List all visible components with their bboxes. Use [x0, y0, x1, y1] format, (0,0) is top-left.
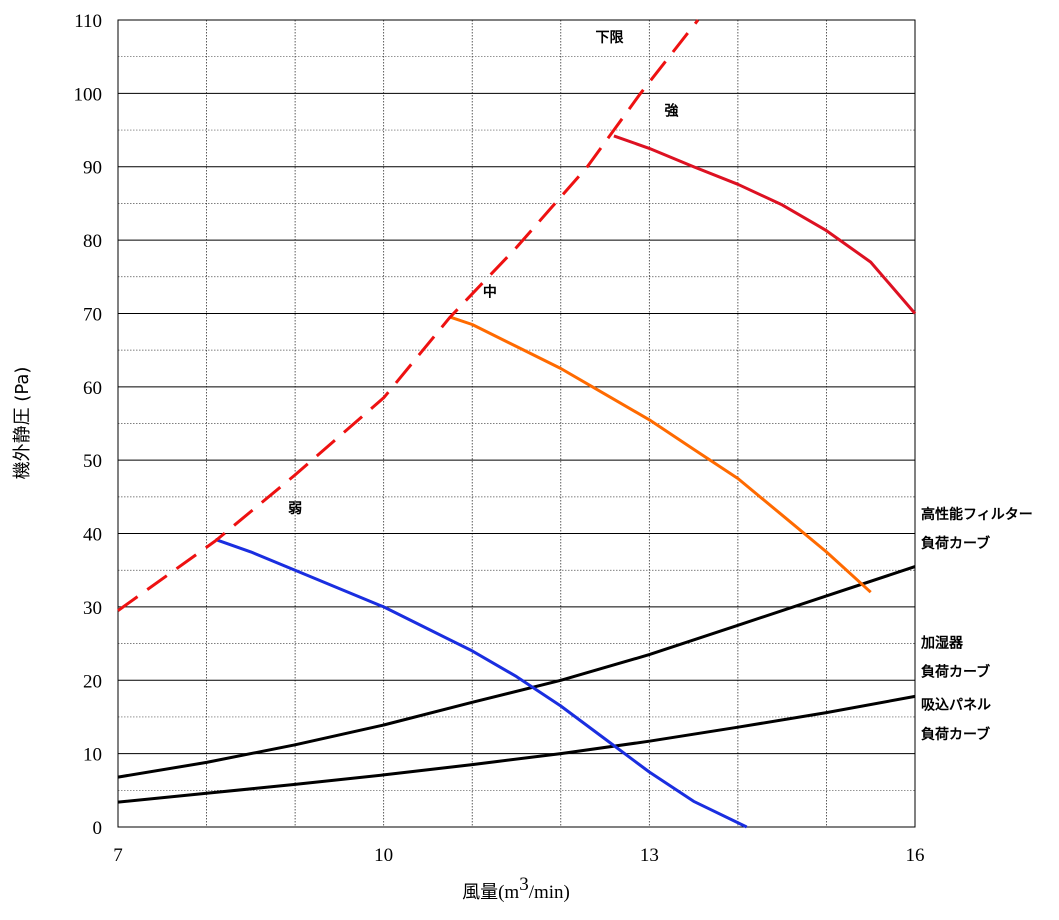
series-line-filter — [117, 565, 916, 779]
x-axis-title: 風量(m3/min) — [462, 874, 570, 903]
annotation-label: 中 — [483, 284, 497, 301]
series-line-strong — [613, 134, 917, 315]
x-tick-label: 10 — [374, 845, 393, 866]
series-line-lower — [117, 19, 700, 612]
x-tick-labels: 7 10 13 16 — [113, 845, 924, 866]
y-tick-label: 50 — [83, 451, 102, 472]
curve-label-sub: 負荷カーブ — [921, 664, 990, 681]
x-axis-title-sup: 3 — [519, 874, 529, 895]
curve-label: 吸込パネル — [921, 697, 991, 714]
series-line-medium — [449, 315, 872, 594]
y-tick-label: 80 — [83, 231, 102, 252]
grid-minor — [118, 20, 915, 827]
series-line-weak — [214, 537, 748, 829]
annotation-label: 下限 — [595, 30, 623, 46]
x-tick-label: 16 — [906, 845, 925, 866]
y-tick-label: 10 — [83, 745, 102, 766]
y-tick-labels: 0 10 20 30 40 50 60 70 80 90 100 110 — [74, 11, 103, 839]
x-axis-title-unit: (m — [498, 882, 519, 903]
y-tick-label: 100 — [74, 84, 103, 105]
annotation-label: 弱 — [288, 501, 302, 517]
y-tick-label: 0 — [93, 818, 103, 839]
curve-label-sub: 負荷カーブ — [921, 535, 990, 552]
y-tick-label: 20 — [83, 671, 102, 692]
grid-major — [118, 92, 915, 755]
curve-label: 高性能フィルター — [921, 506, 1033, 523]
x-tick-label: 13 — [640, 845, 659, 866]
curve-label-sub: 負荷カーブ — [921, 726, 990, 743]
x-tick-label: 7 — [113, 845, 123, 866]
y-tick-label: 90 — [83, 158, 102, 179]
y-tick-label: 70 — [83, 304, 102, 325]
y-tick-label: 110 — [74, 11, 102, 32]
x-axis-title-unit-end: /min) — [529, 882, 570, 903]
x-axis-title-main: 風量 — [462, 882, 498, 903]
y-tick-label: 40 — [83, 525, 102, 546]
y-tick-label: 60 — [83, 378, 102, 399]
annotation-label: 強 — [664, 102, 678, 119]
series-layer — [117, 19, 917, 829]
plot-frame — [117, 19, 916, 828]
y-axis-title: 機外静圧 (Pa) — [12, 367, 33, 480]
y-tick-label: 30 — [83, 598, 102, 619]
curve-label: 加湿器 — [920, 635, 964, 651]
series-line-humidifier — [117, 694, 916, 804]
